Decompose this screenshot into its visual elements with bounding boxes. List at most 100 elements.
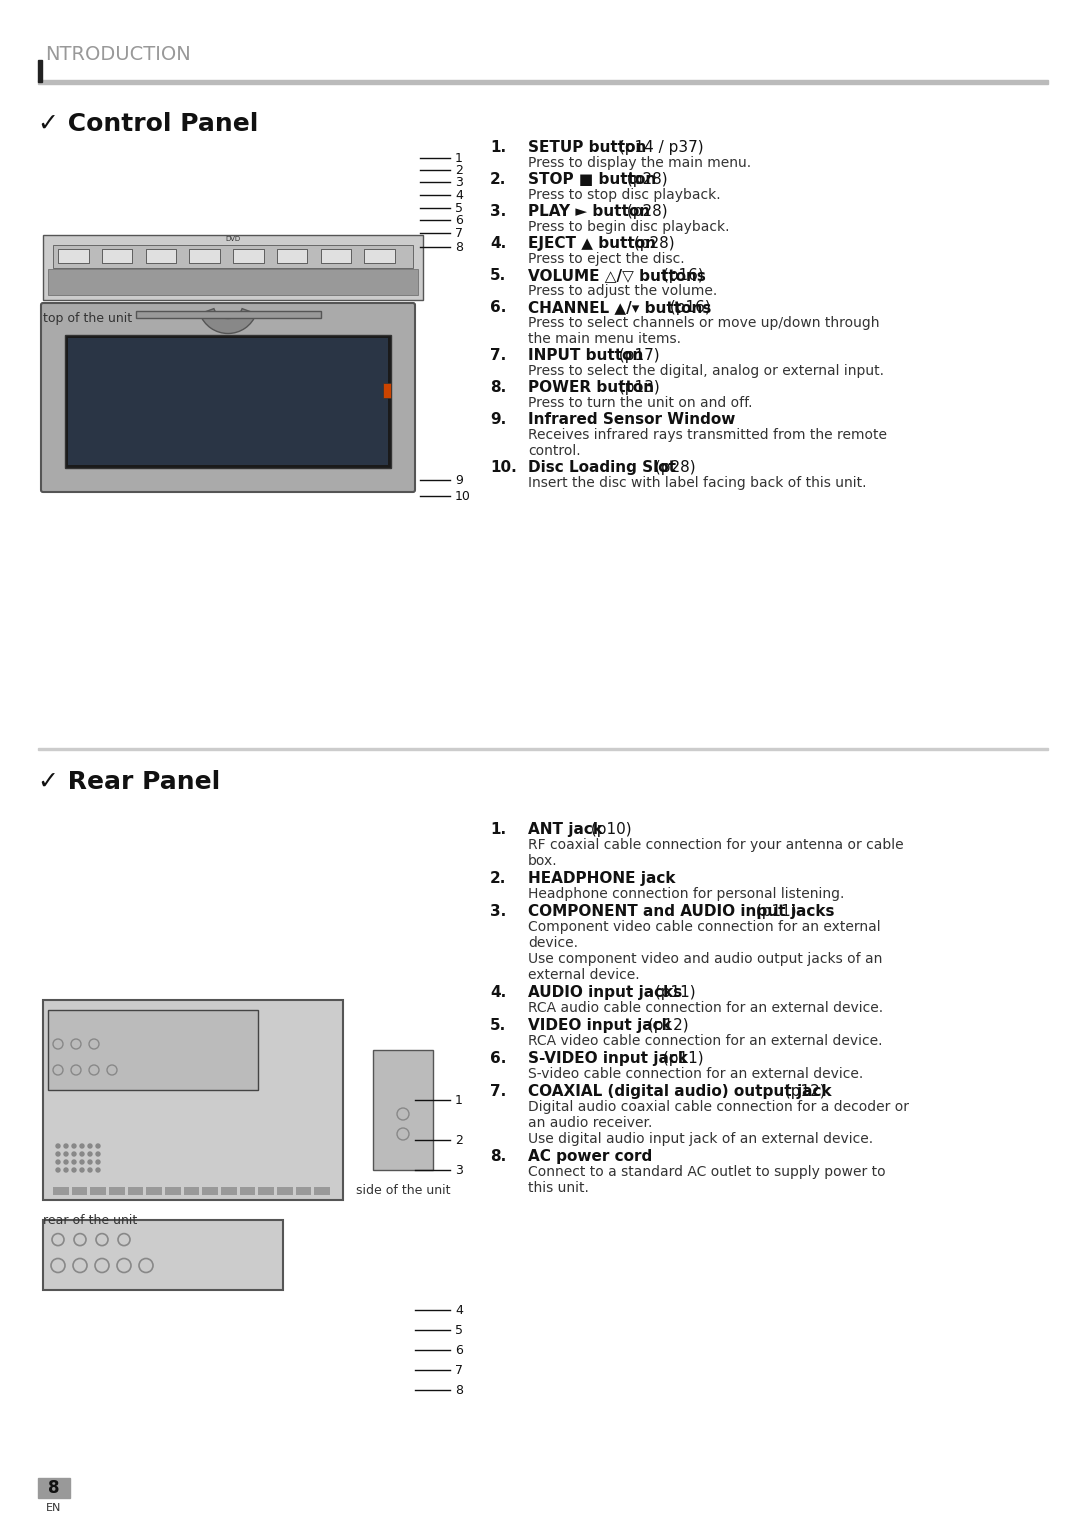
Bar [136, 311, 321, 317]
Text: 8.: 8. [490, 1149, 507, 1164]
Text: 4.: 4. [490, 237, 507, 250]
Text: VIDEO input jack: VIDEO input jack [528, 1018, 672, 1033]
Text: (p28): (p28) [629, 237, 674, 250]
Text: 5.: 5. [490, 269, 507, 282]
Text: 3: 3 [455, 1163, 463, 1177]
Bar [364, 249, 395, 262]
Bar [202, 1187, 218, 1195]
Bar [189, 249, 220, 262]
Text: (p16): (p16) [658, 269, 703, 282]
Bar [165, 1187, 180, 1195]
Text: Use component video and audio output jacks of an: Use component video and audio output jac… [528, 952, 882, 966]
Text: Press to display the main menu.: Press to display the main menu. [528, 156, 751, 169]
Text: 7: 7 [455, 1364, 463, 1376]
Text: 10.: 10. [490, 459, 516, 475]
Bar [43, 1219, 283, 1289]
Bar [258, 1187, 274, 1195]
Circle shape [96, 1144, 100, 1148]
Text: (p28): (p28) [650, 459, 696, 475]
Circle shape [72, 1152, 76, 1157]
Text: (p10): (p10) [585, 823, 631, 836]
Bar [240, 1187, 255, 1195]
Text: INPUT button: INPUT button [528, 348, 644, 363]
Text: 3.: 3. [490, 903, 507, 919]
Text: S-video cable connection for an external device.: S-video cable connection for an external… [528, 1067, 863, 1080]
Text: (p11): (p11) [658, 1051, 703, 1067]
Text: Press to begin disc playback.: Press to begin disc playback. [528, 220, 729, 233]
Text: 9.: 9. [490, 412, 507, 427]
Text: 2.: 2. [490, 871, 507, 887]
Text: 8: 8 [455, 1384, 463, 1396]
Text: top of the unit: top of the unit [43, 311, 132, 325]
Text: VOLUME △/▽ buttons: VOLUME △/▽ buttons [528, 269, 706, 282]
Text: ✓ Control Panel: ✓ Control Panel [38, 111, 258, 136]
Text: COAXIAL (digital audio) output jack: COAXIAL (digital audio) output jack [528, 1083, 832, 1099]
Bar [43, 235, 423, 301]
Bar [127, 1187, 144, 1195]
Text: 4.: 4. [490, 984, 507, 1000]
Text: 5: 5 [455, 201, 463, 215]
Text: rear of the unit: rear of the unit [43, 1215, 137, 1227]
Circle shape [87, 1152, 92, 1157]
Bar [58, 249, 89, 262]
Bar [184, 1187, 199, 1195]
Text: Use digital audio input jack of an external device.: Use digital audio input jack of an exter… [528, 1132, 873, 1146]
Circle shape [56, 1160, 60, 1164]
Text: AC power cord: AC power cord [528, 1149, 652, 1164]
Text: DVD: DVD [226, 235, 241, 241]
Circle shape [56, 1152, 60, 1157]
Bar [382, 383, 391, 397]
Text: Receives infrared rays transmitted from the remote: Receives infrared rays transmitted from … [528, 427, 887, 443]
Bar [48, 269, 418, 295]
Text: (p28): (p28) [622, 204, 667, 220]
Bar [38, 748, 1048, 749]
Text: CHANNEL ▲/▾ buttons: CHANNEL ▲/▾ buttons [528, 301, 712, 314]
Circle shape [80, 1152, 84, 1157]
Circle shape [72, 1167, 76, 1172]
Text: Disc Loading Slot: Disc Loading Slot [528, 459, 676, 475]
Text: Press to eject the disc.: Press to eject the disc. [528, 252, 685, 266]
Circle shape [80, 1144, 84, 1148]
Bar [314, 1187, 329, 1195]
Text: external device.: external device. [528, 967, 639, 983]
Text: (p11): (p11) [752, 903, 797, 919]
Bar [102, 249, 133, 262]
Text: (p17): (p17) [615, 348, 660, 363]
Text: Digital audio coaxial cable connection for a decoder or: Digital audio coaxial cable connection f… [528, 1100, 909, 1114]
Text: Connect to a standard AC outlet to supply power to: Connect to a standard AC outlet to suppl… [528, 1164, 886, 1180]
Text: 2: 2 [455, 1134, 463, 1146]
Text: 9: 9 [455, 473, 463, 487]
Text: RF coaxial cable connection for your antenna or cable: RF coaxial cable connection for your ant… [528, 838, 904, 852]
Text: Component video cable connection for an external: Component video cable connection for an … [528, 920, 880, 934]
Circle shape [64, 1144, 68, 1148]
Text: 7.: 7. [490, 348, 507, 363]
Bar [65, 334, 391, 468]
Text: Press to select the digital, analog or external input.: Press to select the digital, analog or e… [528, 365, 885, 378]
Text: 6: 6 [455, 214, 463, 226]
Text: 1.: 1. [490, 140, 507, 156]
Text: Headphone connection for personal listening.: Headphone connection for personal listen… [528, 887, 845, 900]
Text: 6: 6 [455, 1343, 463, 1357]
Text: 7: 7 [455, 226, 463, 240]
Text: (p14 / p37): (p14 / p37) [615, 140, 704, 156]
Text: side of the unit: side of the unit [355, 1184, 450, 1196]
Bar [43, 1000, 343, 1199]
Text: 3: 3 [455, 175, 463, 189]
Text: 1: 1 [455, 151, 463, 165]
Bar [38, 79, 1048, 84]
Text: an audio receiver.: an audio receiver. [528, 1116, 652, 1129]
Text: (p11): (p11) [650, 984, 696, 1000]
Text: 1: 1 [455, 1094, 463, 1106]
Text: AUDIO input jacks: AUDIO input jacks [528, 984, 683, 1000]
Text: 2.: 2. [490, 172, 507, 188]
Circle shape [64, 1167, 68, 1172]
Text: Infrared Sensor Window: Infrared Sensor Window [528, 412, 735, 427]
Text: ✓ Rear Panel: ✓ Rear Panel [38, 771, 220, 794]
Circle shape [96, 1167, 100, 1172]
Circle shape [72, 1144, 76, 1148]
Circle shape [87, 1144, 92, 1148]
Bar [71, 1187, 87, 1195]
Text: Press to adjust the volume.: Press to adjust the volume. [528, 284, 717, 298]
Bar [233, 249, 264, 262]
Bar [38, 60, 42, 82]
